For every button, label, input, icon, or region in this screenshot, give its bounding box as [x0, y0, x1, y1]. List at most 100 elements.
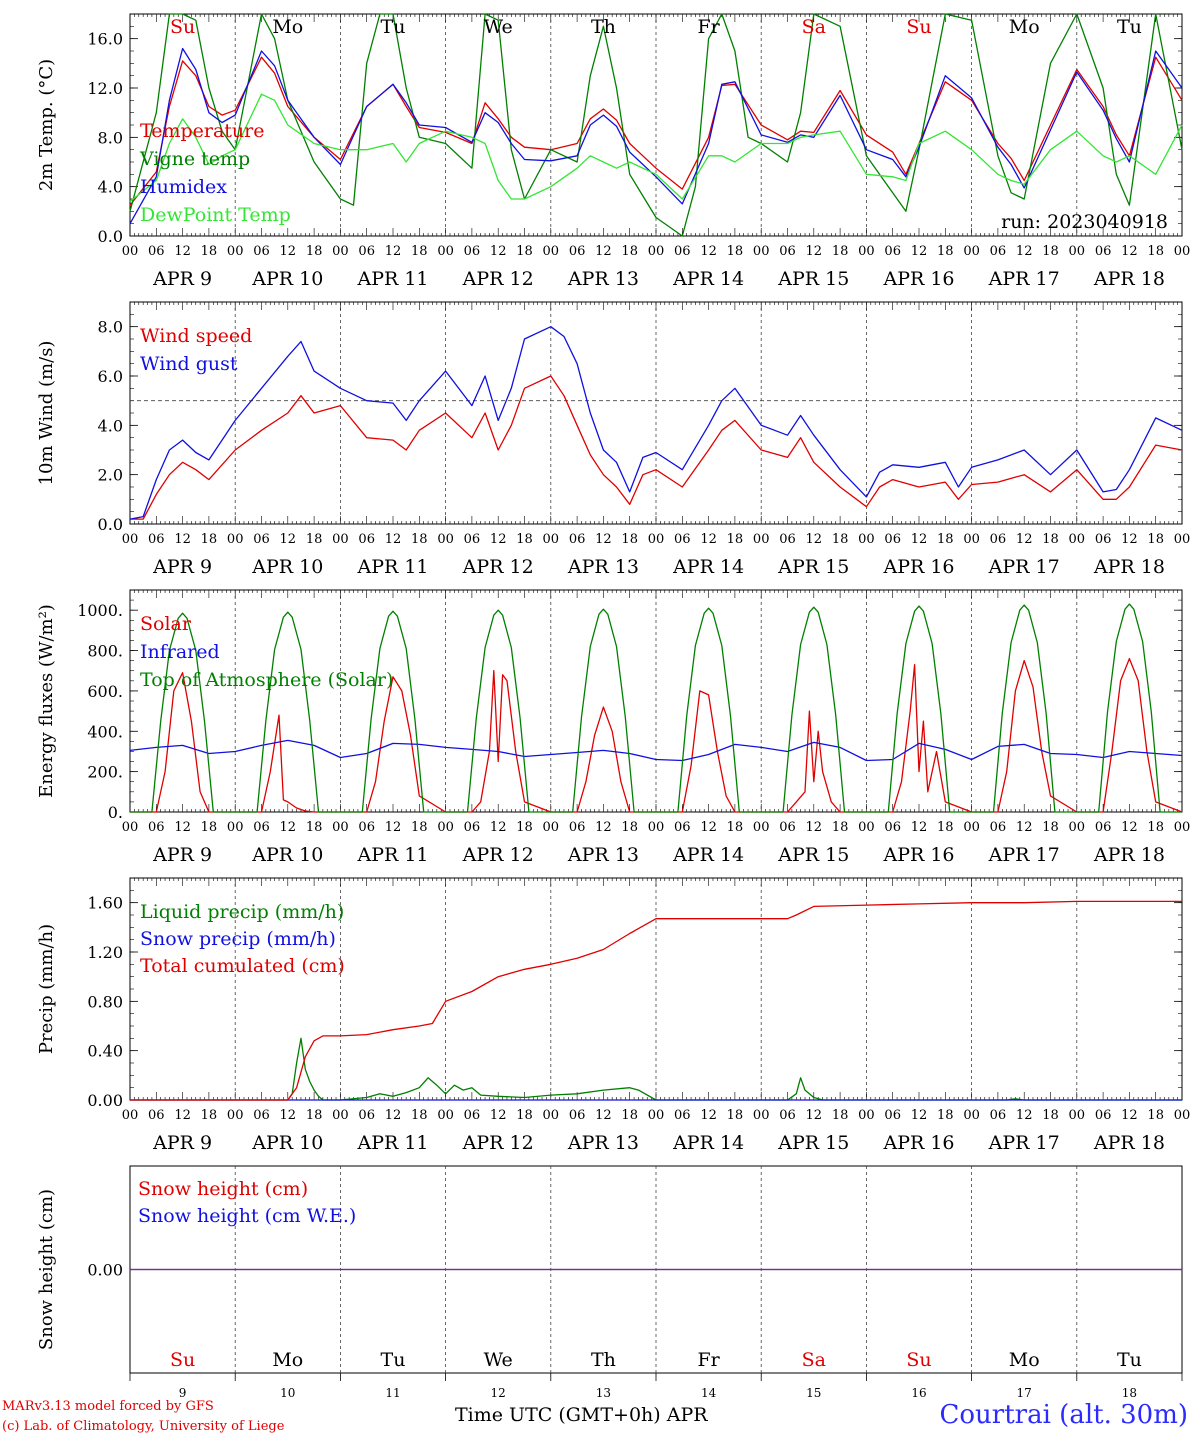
date-label: APR 17 [988, 844, 1060, 866]
y-tick-label: 0. [108, 803, 123, 822]
hour-label: 00 [1069, 1108, 1086, 1123]
hour-label: 06 [148, 244, 165, 259]
hour-label: 18 [937, 244, 954, 259]
hour-label: 12 [595, 1108, 612, 1123]
date-label: APR 9 [152, 556, 212, 578]
hour-label: 06 [779, 532, 796, 547]
hour-label: 06 [1095, 532, 1112, 547]
day-number: 13 [596, 1386, 611, 1400]
hour-label: 12 [911, 820, 928, 835]
day-name: Tu [381, 1349, 406, 1371]
hour-label: 00 [1069, 244, 1086, 259]
hour-label: 00 [963, 820, 980, 835]
hour-label: 06 [990, 532, 1007, 547]
y-tick-label: 1000. [77, 601, 123, 620]
hour-label: 06 [779, 1108, 796, 1123]
hour-label: 06 [1095, 244, 1112, 259]
hour-label: 00 [1069, 820, 1086, 835]
date-label: APR 9 [152, 844, 212, 866]
hour-label: 18 [1147, 820, 1164, 835]
hour-label: 00 [227, 244, 244, 259]
lab-credit: (c) Lab. of Climatology, University of L… [2, 1419, 285, 1434]
hour-label: 12 [280, 244, 297, 259]
hour-label: 06 [674, 1108, 691, 1123]
y-tick-label: 0.0 [98, 515, 123, 534]
run-label: run: 2023040918 [1001, 211, 1168, 233]
hour-label: 18 [1042, 244, 1059, 259]
y-tick-label: 0.0 [98, 227, 123, 246]
date-label: APR 10 [251, 268, 323, 290]
hour-label: 00 [1174, 244, 1191, 259]
hour-label: 12 [174, 820, 191, 835]
hour-label: 12 [490, 820, 507, 835]
y-tick-label: 0.00 [87, 1261, 123, 1280]
hour-label: 00 [858, 1108, 875, 1123]
hour-label: 00 [543, 532, 560, 547]
hour-label: 12 [1121, 820, 1138, 835]
hour-label: 12 [280, 820, 297, 835]
hour-label: 12 [1121, 1108, 1138, 1123]
hour-label: 12 [174, 1108, 191, 1123]
legend-snow-height-cm-w-e-: Snow height (cm W.E.) [138, 1205, 356, 1227]
hour-label: 00 [1174, 1108, 1191, 1123]
hour-label: 12 [490, 1108, 507, 1123]
hour-label: 18 [937, 1108, 954, 1123]
station-name: Courtrai (alt. 30m) [939, 1400, 1189, 1430]
hour-label: 12 [911, 532, 928, 547]
y-axis-title: Snow height (cm) [36, 1189, 57, 1350]
hour-label: 12 [174, 244, 191, 259]
date-label: APR 14 [672, 556, 744, 578]
date-label: APR 9 [152, 1132, 212, 1154]
y-tick-label: 8.0 [98, 318, 123, 337]
hour-label: 06 [464, 532, 481, 547]
date-label: APR 18 [1093, 556, 1165, 578]
day-number: 16 [911, 1386, 926, 1400]
date-label: APR 12 [462, 1132, 534, 1154]
day-number: 18 [1122, 1386, 1137, 1400]
day-number: 14 [701, 1386, 717, 1400]
hour-label: 12 [595, 244, 612, 259]
series-line-dewpoint-temp [129, 93, 1183, 203]
y-axis-title: Energy fluxes (W/m²) [36, 604, 57, 798]
date-label: APR 16 [882, 268, 954, 290]
date-label: APR 17 [988, 268, 1060, 290]
day-name: Su [906, 16, 931, 38]
hour-label: 18 [621, 244, 638, 259]
date-label: APR 15 [777, 268, 849, 290]
day-name: Su [906, 1349, 931, 1371]
y-tick-label: 12.0 [87, 79, 123, 98]
date-label: APR 13 [567, 268, 639, 290]
hour-label: 18 [306, 532, 323, 547]
hour-label: 12 [1016, 1108, 1033, 1123]
hour-label: 12 [595, 532, 612, 547]
day-name: We [484, 1349, 513, 1371]
day-name: Sa [802, 16, 826, 38]
hour-label: 00 [332, 820, 349, 835]
y-tick-label: 16.0 [87, 30, 123, 49]
legend-wind-gust: Wind gust [140, 353, 238, 375]
day-name: Fr [697, 1349, 720, 1371]
hour-label: 00 [963, 532, 980, 547]
hour-label: 06 [884, 820, 901, 835]
hour-label: 00 [753, 1108, 770, 1123]
y-tick-label: 200. [87, 763, 123, 782]
hour-label: 00 [437, 820, 454, 835]
date-label: APR 12 [462, 556, 534, 578]
hour-label: 12 [806, 532, 823, 547]
y-tick-label: 0.40 [87, 1042, 123, 1061]
hour-label: 18 [727, 1108, 744, 1123]
panel-2 [129, 301, 1183, 525]
hour-label: 06 [569, 1108, 586, 1123]
hour-label: 00 [122, 820, 139, 835]
hour-label: 18 [1147, 1108, 1164, 1123]
hour-label: 12 [174, 532, 191, 547]
hour-label: 06 [358, 244, 375, 259]
day-name: Tu [1117, 1349, 1142, 1371]
panel-3 [129, 589, 1183, 813]
hour-label: 18 [937, 532, 954, 547]
hour-label: 00 [227, 1108, 244, 1123]
hour-label: 00 [648, 532, 665, 547]
day-name: Th [591, 1349, 616, 1371]
panel-4 [129, 877, 1183, 1101]
